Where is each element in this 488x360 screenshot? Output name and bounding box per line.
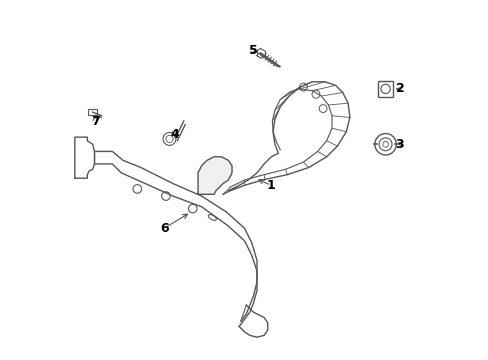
Text: 1: 1 [266, 179, 275, 192]
Text: 2: 2 [395, 82, 404, 95]
Text: 3: 3 [395, 138, 404, 151]
Text: 5: 5 [248, 44, 257, 57]
Text: 7: 7 [91, 114, 100, 127]
Text: 4: 4 [170, 128, 179, 141]
Polygon shape [198, 157, 231, 194]
Text: 6: 6 [160, 222, 168, 235]
Bar [88, 109, 97, 115]
Bar [377, 81, 393, 97]
Polygon shape [75, 137, 94, 178]
